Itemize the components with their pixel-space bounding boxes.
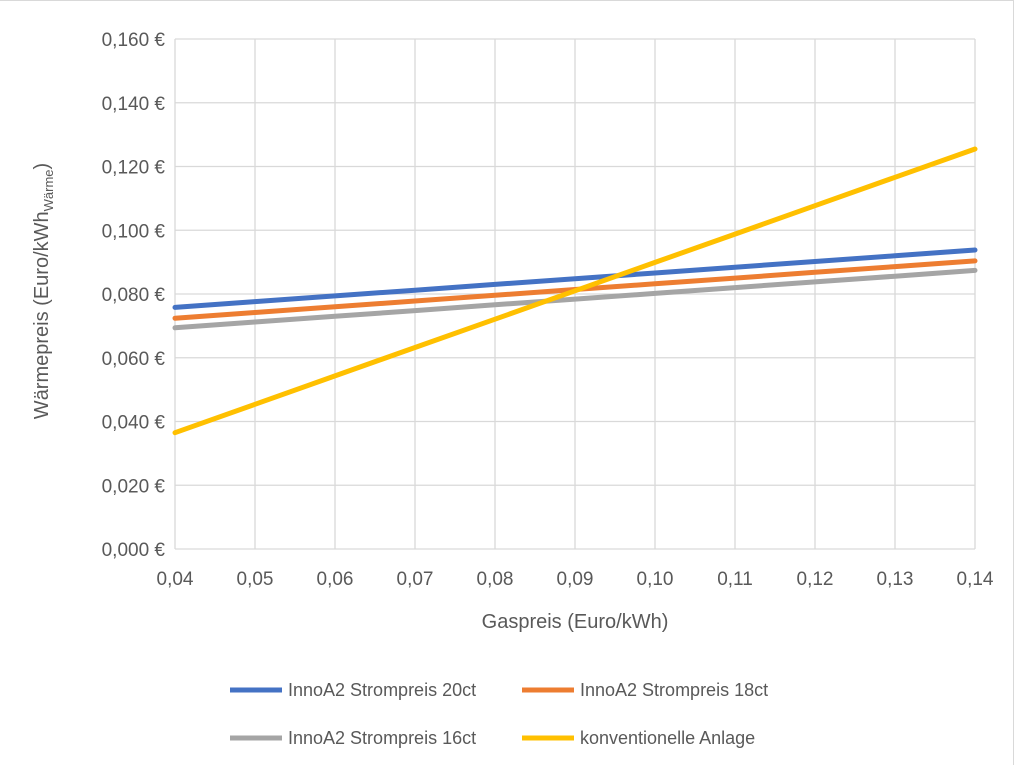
y-tick-label: 0,020 € bbox=[102, 476, 166, 497]
y-tick-label: 0,160 € bbox=[102, 30, 166, 51]
y-tick-label: 0,080 € bbox=[102, 285, 166, 306]
series-line-4 bbox=[172, 146, 978, 436]
legend-item: konventionelle Anlage bbox=[522, 728, 755, 748]
legend-label: InnoA2 Strompreis 16ct bbox=[288, 728, 476, 748]
legend-label: InnoA2 Strompreis 20ct bbox=[288, 680, 476, 700]
series-line-1 bbox=[172, 247, 978, 310]
legend-item: InnoA2 Strompreis 18ct bbox=[522, 680, 768, 700]
y-tick-label: 0,120 € bbox=[102, 158, 166, 179]
y-axis-title-close: ) bbox=[31, 163, 53, 170]
x-axis-title: Gaspreis (Euro/kWh) bbox=[482, 611, 669, 633]
y-axis-tick-labels: 0,000 € 0,020 € 0,040 € 0,060 € 0,080 € 0,100… bbox=[102, 30, 166, 561]
y-tick-label: 0,140 € bbox=[102, 94, 166, 115]
legend-label: konventionelle Anlage bbox=[580, 728, 755, 748]
legend-item: InnoA2 Strompreis 20ct bbox=[230, 680, 476, 700]
x-tick-label: 0,04 bbox=[157, 569, 194, 590]
y-axis-title-subscript: Wärme bbox=[41, 169, 56, 211]
y-tick-label: 0,000 € bbox=[102, 540, 166, 561]
grid-lines bbox=[174, 38, 976, 550]
legend-label: InnoA2 Strompreis 18ct bbox=[580, 680, 768, 700]
x-tick-label: 0,12 bbox=[797, 569, 834, 590]
x-tick-label: 0,09 bbox=[557, 569, 594, 590]
series-line-3 bbox=[172, 267, 978, 331]
x-tick-label: 0,06 bbox=[317, 569, 354, 590]
x-tick-label: 0,07 bbox=[397, 569, 434, 590]
x-tick-label: 0,08 bbox=[477, 569, 514, 590]
y-axis-title: Wärmepreis (Euro/kWhWärme) bbox=[31, 163, 56, 419]
legend-item: InnoA2 Strompreis 16ct bbox=[230, 728, 476, 748]
y-tick-label: 0,060 € bbox=[102, 349, 166, 370]
legend: InnoA2 Strompreis 20ct InnoA2 Strompreis … bbox=[230, 680, 768, 748]
y-tick-label: 0,100 € bbox=[102, 221, 166, 242]
x-tick-label: 0,10 bbox=[637, 569, 674, 590]
x-tick-label: 0,13 bbox=[877, 569, 914, 590]
x-tick-label: 0,05 bbox=[237, 569, 274, 590]
x-tick-label: 0,14 bbox=[957, 569, 994, 590]
y-axis-title-main: Wärmepreis (Euro/kWh bbox=[31, 211, 53, 419]
x-tick-label: 0,11 bbox=[717, 569, 753, 590]
series-lines bbox=[172, 146, 978, 436]
x-axis-tick-labels: 0,04 0,05 0,06 0,07 0,08 0,09 0,10 0,11 0,12 0,13… bbox=[157, 569, 994, 590]
y-tick-label: 0,040 € bbox=[102, 413, 166, 434]
